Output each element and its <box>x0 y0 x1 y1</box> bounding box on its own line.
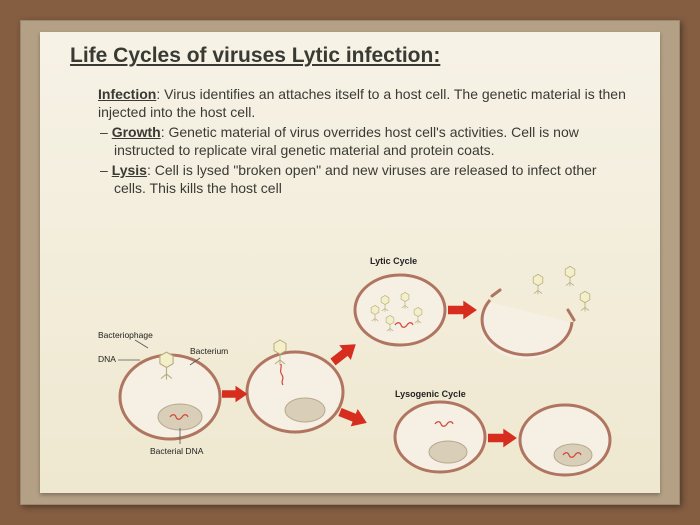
label-lysogenic-cycle: Lysogenic Cycle <box>395 389 466 399</box>
text-lysis: : Cell is lysed "broken open" and new vi… <box>114 162 597 196</box>
slide-frame-outer: Life Cycles of viruses Lytic infection: … <box>0 0 700 525</box>
released-phage-icon <box>533 274 543 294</box>
term-infection: Infection <box>98 86 156 102</box>
bullet-infection: Infection: Virus identifies an attaches … <box>70 86 630 121</box>
arrow-icon <box>336 403 370 431</box>
text-growth: : Genetic material of virus overrides ho… <box>114 124 579 158</box>
arrow-icon <box>222 386 248 403</box>
lifecycle-diagram: Lytic Cycle Lysogenic Cycle Bacteriophag… <box>40 252 660 487</box>
bullet-lysis: – Lysis: Cell is lysed "broken open" and… <box>70 162 630 197</box>
label-dna: DNA <box>98 354 116 364</box>
bullet-growth: – Growth: Genetic material of virus over… <box>70 124 630 159</box>
slide-body: Life Cycles of viruses Lytic infection: … <box>40 32 660 493</box>
cell-lytic-lysis <box>480 290 574 359</box>
arrow-icon <box>327 337 361 370</box>
released-phage-icon <box>580 291 590 311</box>
label-lytic-cycle: Lytic Cycle <box>370 256 417 266</box>
term-growth: Growth <box>112 124 161 140</box>
released-phage-icon <box>565 266 575 286</box>
slide-title: Life Cycles of viruses Lytic infection: <box>70 44 630 68</box>
label-bacterial-dna: Bacterial DNA <box>150 446 204 456</box>
term-lysis: Lysis <box>112 162 147 178</box>
slide-text: Infection: Virus identifies an attaches … <box>70 86 630 197</box>
diagram-svg: Lytic Cycle Lysogenic Cycle Bacteriophag… <box>40 252 660 487</box>
text-infection: : Virus identifies an attaches itself to… <box>98 86 626 120</box>
arrow-icon <box>488 429 517 448</box>
arrow-icon <box>448 301 477 320</box>
label-bacterium: Bacterium <box>190 346 228 356</box>
label-bacteriophage: Bacteriophage <box>98 330 153 340</box>
